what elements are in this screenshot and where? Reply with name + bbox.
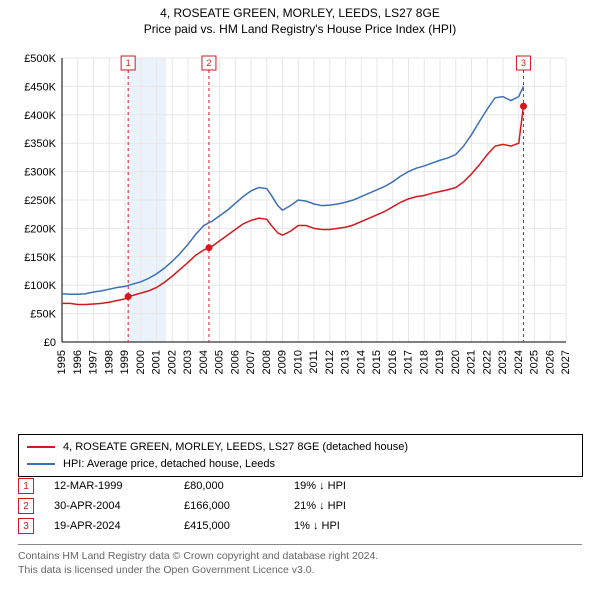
marker-box-3: 3 (18, 518, 34, 534)
svg-text:£500K: £500K (24, 53, 56, 65)
marker-price-3: £415,000 (184, 520, 274, 532)
marker-box-2: 2 (18, 498, 34, 514)
svg-text:2000: 2000 (135, 350, 147, 374)
marker-diff-2: 21% ↓ HPI (294, 500, 404, 512)
svg-text:1995: 1995 (56, 350, 68, 374)
svg-text:2008: 2008 (261, 350, 273, 374)
legend-swatch-hpi (27, 463, 55, 465)
legend-label-property: 4, ROSEATE GREEN, MORLEY, LEEDS, LS27 8G… (63, 439, 408, 456)
svg-text:2014: 2014 (355, 350, 367, 374)
marker-date-2: 30-APR-2004 (54, 500, 164, 512)
svg-text:1998: 1998 (103, 350, 115, 374)
svg-text:£450K: £450K (24, 81, 56, 93)
footer-line2: This data is licensed under the Open Gov… (18, 563, 582, 577)
markers-table: 1 12-MAR-1999 £80,000 19% ↓ HPI 2 30-APR… (18, 476, 583, 536)
svg-text:2007: 2007 (245, 350, 257, 374)
svg-text:2004: 2004 (198, 350, 210, 374)
svg-text:2025: 2025 (529, 350, 541, 374)
legend-row-hpi: HPI: Average price, detached house, Leed… (27, 456, 574, 473)
legend: 4, ROSEATE GREEN, MORLEY, LEEDS, LS27 8G… (18, 434, 583, 477)
svg-text:2015: 2015 (371, 350, 383, 374)
svg-text:2012: 2012 (324, 350, 336, 374)
svg-text:2013: 2013 (340, 350, 352, 374)
marker-diff-3: 1% ↓ HPI (294, 520, 404, 532)
svg-text:2026: 2026 (544, 350, 556, 374)
chart: £0 £50K £100K £150K £200K £250K £300K £350K £400… (10, 52, 590, 422)
svg-text:2003: 2003 (182, 350, 194, 374)
svg-text:£0: £0 (44, 337, 56, 349)
svg-text:2010: 2010 (292, 350, 304, 374)
title-line2: Price paid vs. HM Land Registry's House … (0, 22, 600, 36)
page: 4, ROSEATE GREEN, MORLEY, LEEDS, LS27 8G… (0, 6, 600, 596)
svg-text:1999: 1999 (119, 350, 131, 374)
svg-text:2001: 2001 (151, 350, 163, 374)
footer: Contains HM Land Registry data © Crown c… (18, 544, 582, 577)
svg-text:2017: 2017 (403, 350, 415, 374)
svg-text:2016: 2016 (387, 350, 399, 374)
legend-row-property: 4, ROSEATE GREEN, MORLEY, LEEDS, LS27 8G… (27, 439, 574, 456)
svg-text:£150K: £150K (24, 252, 56, 264)
legend-label-hpi: HPI: Average price, detached house, Leed… (63, 456, 275, 473)
svg-text:2005: 2005 (214, 350, 226, 374)
title-line1: 4, ROSEATE GREEN, MORLEY, LEEDS, LS27 8G… (0, 6, 600, 20)
svg-text:2002: 2002 (166, 350, 178, 374)
marker-date-3: 19-APR-2024 (54, 520, 164, 532)
svg-text:2024: 2024 (513, 350, 525, 374)
marker-row-3: 3 19-APR-2024 £415,000 1% ↓ HPI (18, 516, 583, 536)
legend-swatch-property (27, 446, 55, 448)
svg-text:£300K: £300K (24, 167, 56, 179)
svg-text:2011: 2011 (308, 350, 320, 374)
marker-date-1: 12-MAR-1999 (54, 480, 164, 492)
svg-text:2019: 2019 (434, 350, 446, 374)
svg-text:£400K: £400K (24, 110, 56, 122)
svg-text:£250K: £250K (24, 195, 56, 207)
marker-row-1: 1 12-MAR-1999 £80,000 19% ↓ HPI (18, 476, 583, 496)
svg-text:2021: 2021 (466, 350, 478, 374)
svg-text:2020: 2020 (450, 350, 462, 374)
marker-diff-1: 19% ↓ HPI (294, 480, 404, 492)
svg-text:£50K: £50K (30, 309, 56, 321)
svg-text:£200K: £200K (24, 223, 56, 235)
svg-text:1: 1 (126, 58, 131, 68)
chart-svg: £0 £50K £100K £150K £200K £250K £300K £350K £400… (10, 52, 590, 422)
svg-text:£350K: £350K (24, 138, 56, 150)
svg-text:2022: 2022 (481, 350, 493, 374)
marker-box-1: 1 (18, 478, 34, 494)
svg-text:1996: 1996 (72, 350, 84, 374)
svg-text:2018: 2018 (418, 350, 430, 374)
svg-text:2006: 2006 (229, 350, 241, 374)
svg-text:1997: 1997 (88, 350, 100, 374)
marker-price-1: £80,000 (184, 480, 274, 492)
svg-text:£100K: £100K (24, 280, 56, 292)
svg-text:3: 3 (521, 58, 526, 68)
svg-text:2: 2 (206, 58, 211, 68)
footer-line1: Contains HM Land Registry data © Crown c… (18, 549, 582, 563)
svg-text:2027: 2027 (560, 350, 572, 374)
svg-text:2009: 2009 (277, 350, 289, 374)
marker-row-2: 2 30-APR-2004 £166,000 21% ↓ HPI (18, 496, 583, 516)
svg-text:2023: 2023 (497, 350, 509, 374)
marker-price-2: £166,000 (184, 500, 274, 512)
